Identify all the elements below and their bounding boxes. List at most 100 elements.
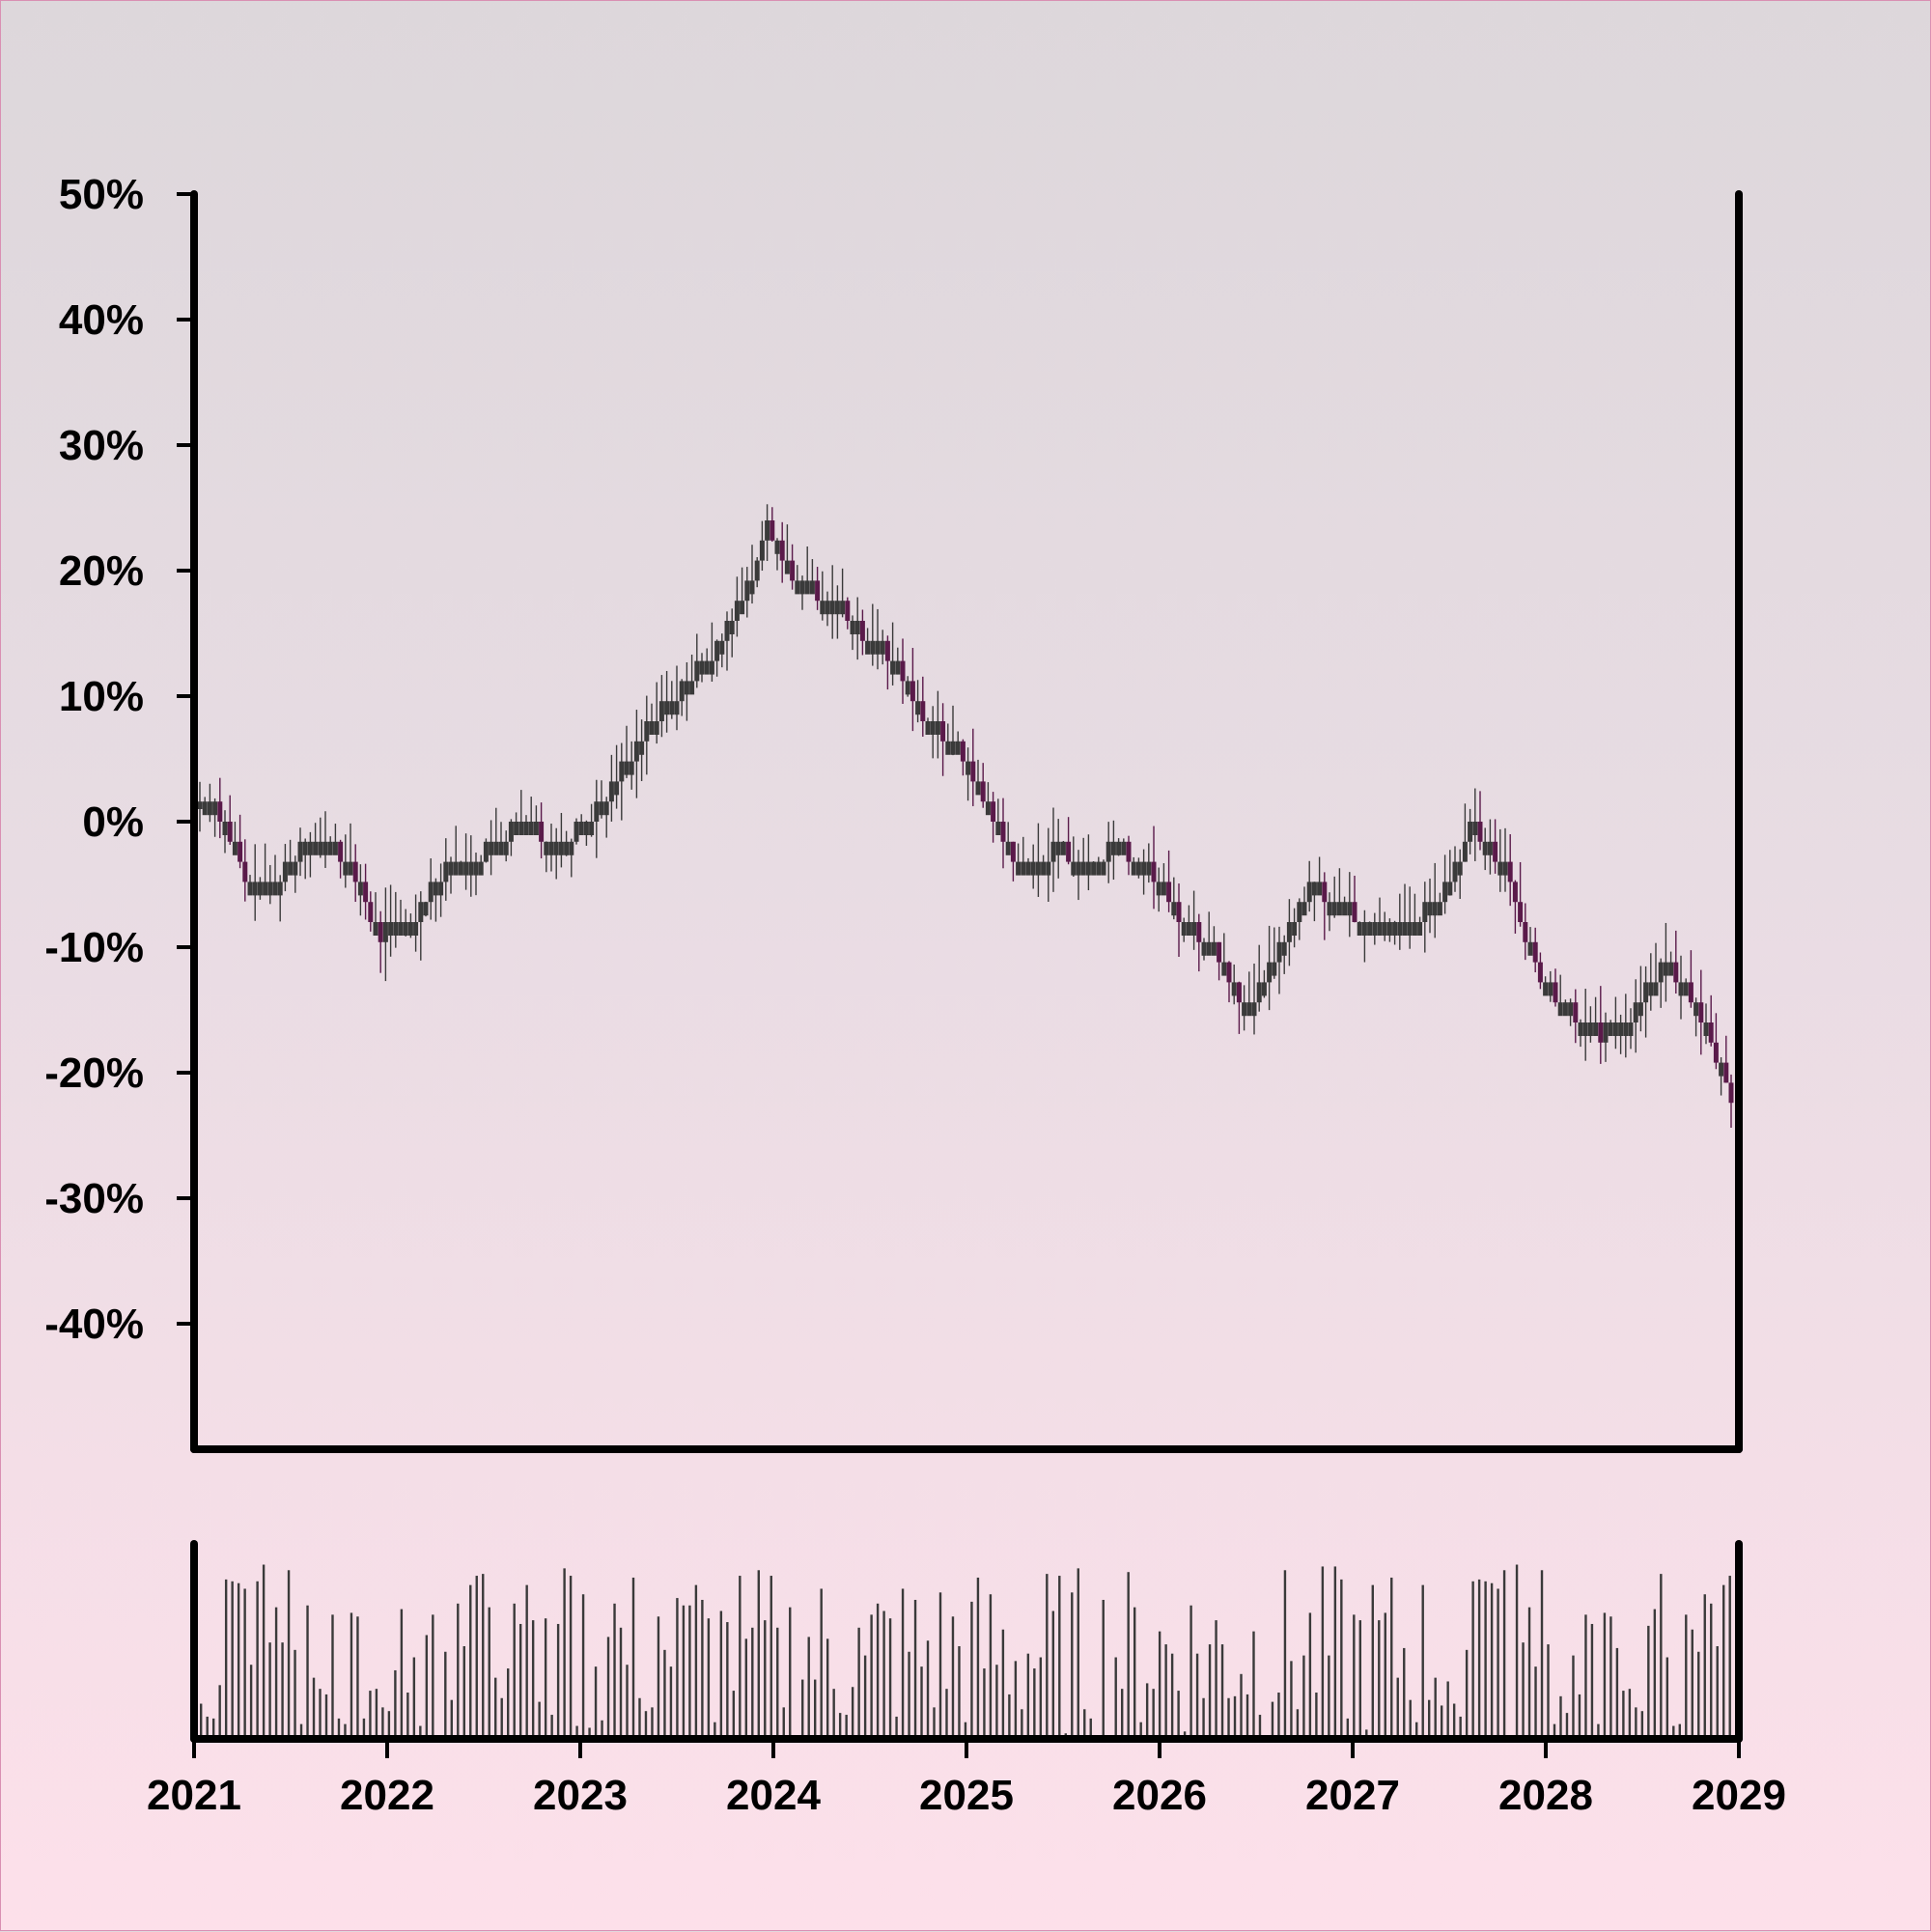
volume-bar [1603,1612,1607,1739]
candle-body [413,922,419,936]
candle-body [1663,962,1668,976]
candle-body [569,841,574,855]
candle-body [825,601,830,615]
candlestick-series [197,504,1734,1129]
volume-bar [719,1610,723,1739]
candle-body [905,681,910,695]
volume-bar [419,1725,422,1739]
volume-bar [1660,1574,1663,1739]
candle-body [1628,1022,1634,1036]
candle-body [1030,861,1036,876]
candle-body [252,882,258,896]
volume-bar [989,1594,993,1739]
volume-bar [744,1638,748,1739]
volume-bar [1208,1644,1212,1739]
candle-body [784,560,790,574]
candle-body [1342,902,1348,916]
candle-body [1246,1002,1252,1017]
volume-bar [1077,1568,1079,1739]
candle-body [212,801,218,816]
candle-body [1377,922,1383,936]
candle-body [1417,922,1423,936]
candle-body [257,882,263,896]
volume-bar [287,1570,291,1739]
candle-body [1587,1022,1593,1036]
volume-bar [350,1612,353,1739]
volume-bar [638,1697,641,1739]
candle-body [649,721,655,735]
candle-body [1076,861,1081,876]
volume-bar [1346,1718,1350,1739]
candle-body [1548,982,1553,996]
candle-body [1643,982,1649,1003]
candle-body [1573,1002,1579,1022]
candle-body [770,520,775,541]
candle-body [1612,1022,1618,1036]
volume-bar [1058,1576,1061,1739]
volume-bar [1440,1705,1443,1739]
x-tick-label: 2025 [919,1772,1014,1819]
volume-bar [1396,1677,1399,1739]
volume-bar [387,1711,391,1739]
candle-body [1683,982,1689,996]
volume-bar [1290,1661,1293,1739]
y-tick-label: -40% [44,1301,144,1348]
candle-body [669,701,675,715]
candle-body [1708,1022,1714,1043]
volume-bar [688,1605,691,1739]
candle-body [1297,902,1302,922]
volume-bar [1033,1668,1036,1739]
candle-body [704,660,710,675]
candle-body [699,660,705,675]
candle-body [533,822,539,835]
volume-bar [789,1607,792,1739]
candle-body [1527,941,1533,956]
candle-body [1637,1002,1643,1017]
volume-bar [908,1651,910,1739]
candle-body [438,882,444,896]
volume-bar [694,1584,698,1739]
candle-body [799,580,805,595]
candle-body [895,660,901,675]
candle-body [443,861,449,882]
volume-bar [1102,1600,1105,1739]
candle-body [583,822,589,835]
candle-body [599,801,604,816]
candle-body [1085,861,1091,876]
volume-bar [1597,1723,1600,1739]
volume-bar [1640,1711,1644,1739]
volume-bar [563,1568,566,1739]
volume-bar [1321,1566,1325,1739]
volume-bar [274,1607,278,1739]
volume-bar [951,1616,955,1739]
volume-bar [1215,1620,1217,1739]
candle-body [1121,841,1127,855]
volume-bar [1296,1709,1300,1739]
volume-bar [726,1622,729,1739]
x-tick-label: 2027 [1305,1772,1400,1819]
volume-bar [356,1616,359,1739]
candle-body [1041,861,1047,876]
candle-body [217,801,223,822]
candle-body [1728,1082,1734,1104]
volume-bar [945,1689,948,1739]
volume-bar [826,1638,829,1739]
volume-bar [1378,1620,1381,1739]
volume-bar [1170,1653,1174,1739]
candle-body [679,681,685,702]
volume-bar [550,1715,553,1739]
candle-body [1668,962,1674,976]
volume-bar [482,1574,485,1739]
volume-bar [1302,1655,1305,1739]
volume-bar [369,1691,372,1739]
candle-body [945,741,951,755]
volume-bar [770,1576,772,1739]
candle-body [307,841,313,855]
candle-body [910,681,915,702]
volume-bar [1315,1693,1318,1739]
candle-body [578,822,584,835]
volume-bar [525,1584,528,1739]
y-axis-tick-labels: 50% 40% 30% 20% 10% 0% -10% -20% -30% -40% [44,171,144,1348]
volume-bar [1421,1584,1424,1739]
